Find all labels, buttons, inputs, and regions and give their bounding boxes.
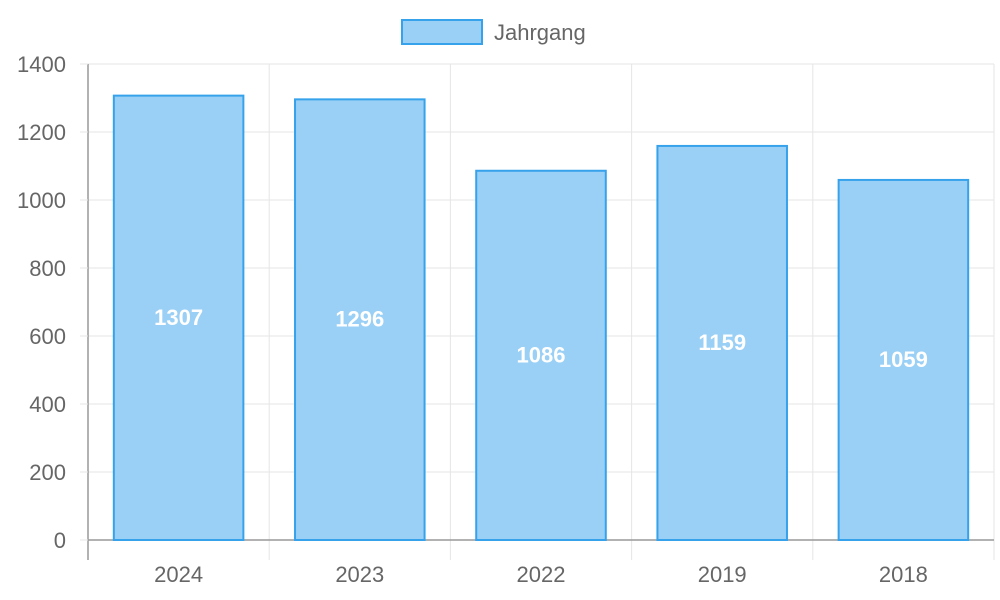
bar-2022[interactable] (475, 169, 607, 541)
y-tick-label: 800 (29, 256, 66, 281)
y-tick-label: 200 (29, 460, 66, 485)
y-tick-label: 1400 (17, 52, 66, 77)
x-axis-ticks: 2024 2023 2022 2019 2018 (154, 562, 928, 587)
legend-swatch (401, 19, 483, 45)
x-tick-label: 2022 (517, 562, 566, 587)
bar-value-label: 1159 (698, 330, 746, 355)
bar-value-label: 1307 (154, 305, 203, 330)
legend-label: Jahrgang (494, 20, 586, 45)
bar-2024[interactable] (112, 94, 245, 542)
y-tick-label: 600 (29, 324, 66, 349)
bar-2018[interactable] (837, 178, 970, 541)
data-labels: 1307 1296 1086 1159 1059 (154, 305, 928, 372)
bars (112, 94, 970, 542)
x-tick-label: 2018 (879, 562, 928, 587)
x-tick-label: 2023 (335, 562, 384, 587)
bar-value-label: 1086 (517, 342, 566, 367)
y-tick-label: 1000 (17, 188, 66, 213)
y-tick-label: 400 (29, 392, 66, 417)
bar-2019[interactable] (656, 144, 788, 541)
y-axis-ticks: 0 200 400 600 800 1000 1200 1400 (17, 52, 88, 553)
legend: Jahrgang (401, 19, 586, 45)
bar-value-label: 1296 (335, 307, 384, 332)
bar-2023[interactable] (294, 98, 426, 542)
x-tick-label: 2019 (698, 562, 747, 587)
y-tick-label: 1200 (17, 120, 66, 145)
y-tick-label: 0 (54, 528, 66, 553)
x-tick-label: 2024 (154, 562, 203, 587)
bar-value-label: 1059 (879, 347, 928, 372)
